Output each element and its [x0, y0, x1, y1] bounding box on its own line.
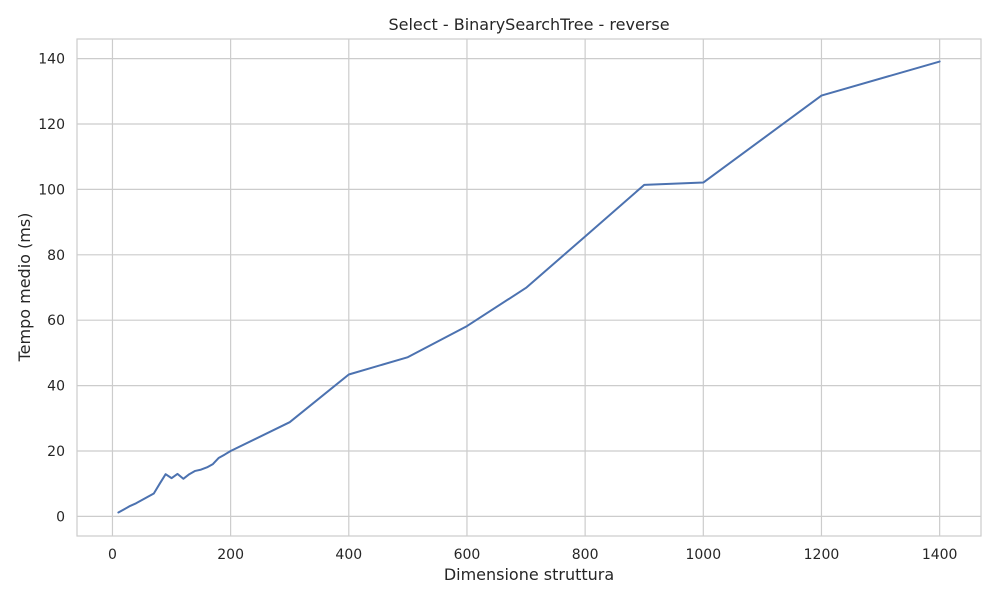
- x-tick-label: 0: [108, 547, 117, 563]
- x-tick-label: 400: [335, 547, 362, 563]
- x-tick-label: 1200: [804, 547, 840, 563]
- y-tick-label: 120: [38, 117, 65, 133]
- tick-labels: 0 200 400 600 800 1000 1200 1400 0 20 40 60 80 100 120…: [38, 52, 957, 563]
- y-tick-label: 0: [56, 509, 65, 525]
- x-axis-label: Dimensione struttura: [444, 565, 614, 584]
- x-tick-label: 200: [217, 547, 244, 563]
- chart-title: Select - BinarySearchTree - reverse: [388, 15, 669, 34]
- y-tick-label: 40: [47, 379, 65, 395]
- y-tick-label: 140: [38, 52, 65, 68]
- plot-frame: [76, 38, 982, 537]
- x-tick-label: 1000: [685, 547, 721, 563]
- y-axis-label: Tempo medio (ms): [15, 213, 34, 363]
- series-layer: [117, 60, 941, 514]
- y-tick-label: 80: [47, 248, 65, 264]
- x-tick-label: 1400: [922, 547, 958, 563]
- y-tick-label: 100: [38, 182, 65, 198]
- x-tick-label: 800: [572, 547, 599, 563]
- series-line: [117, 60, 941, 514]
- x-tick-label: 600: [454, 547, 481, 563]
- grid: [77, 39, 981, 536]
- y-tick-label: 20: [47, 444, 65, 460]
- y-tick-label: 60: [47, 313, 65, 329]
